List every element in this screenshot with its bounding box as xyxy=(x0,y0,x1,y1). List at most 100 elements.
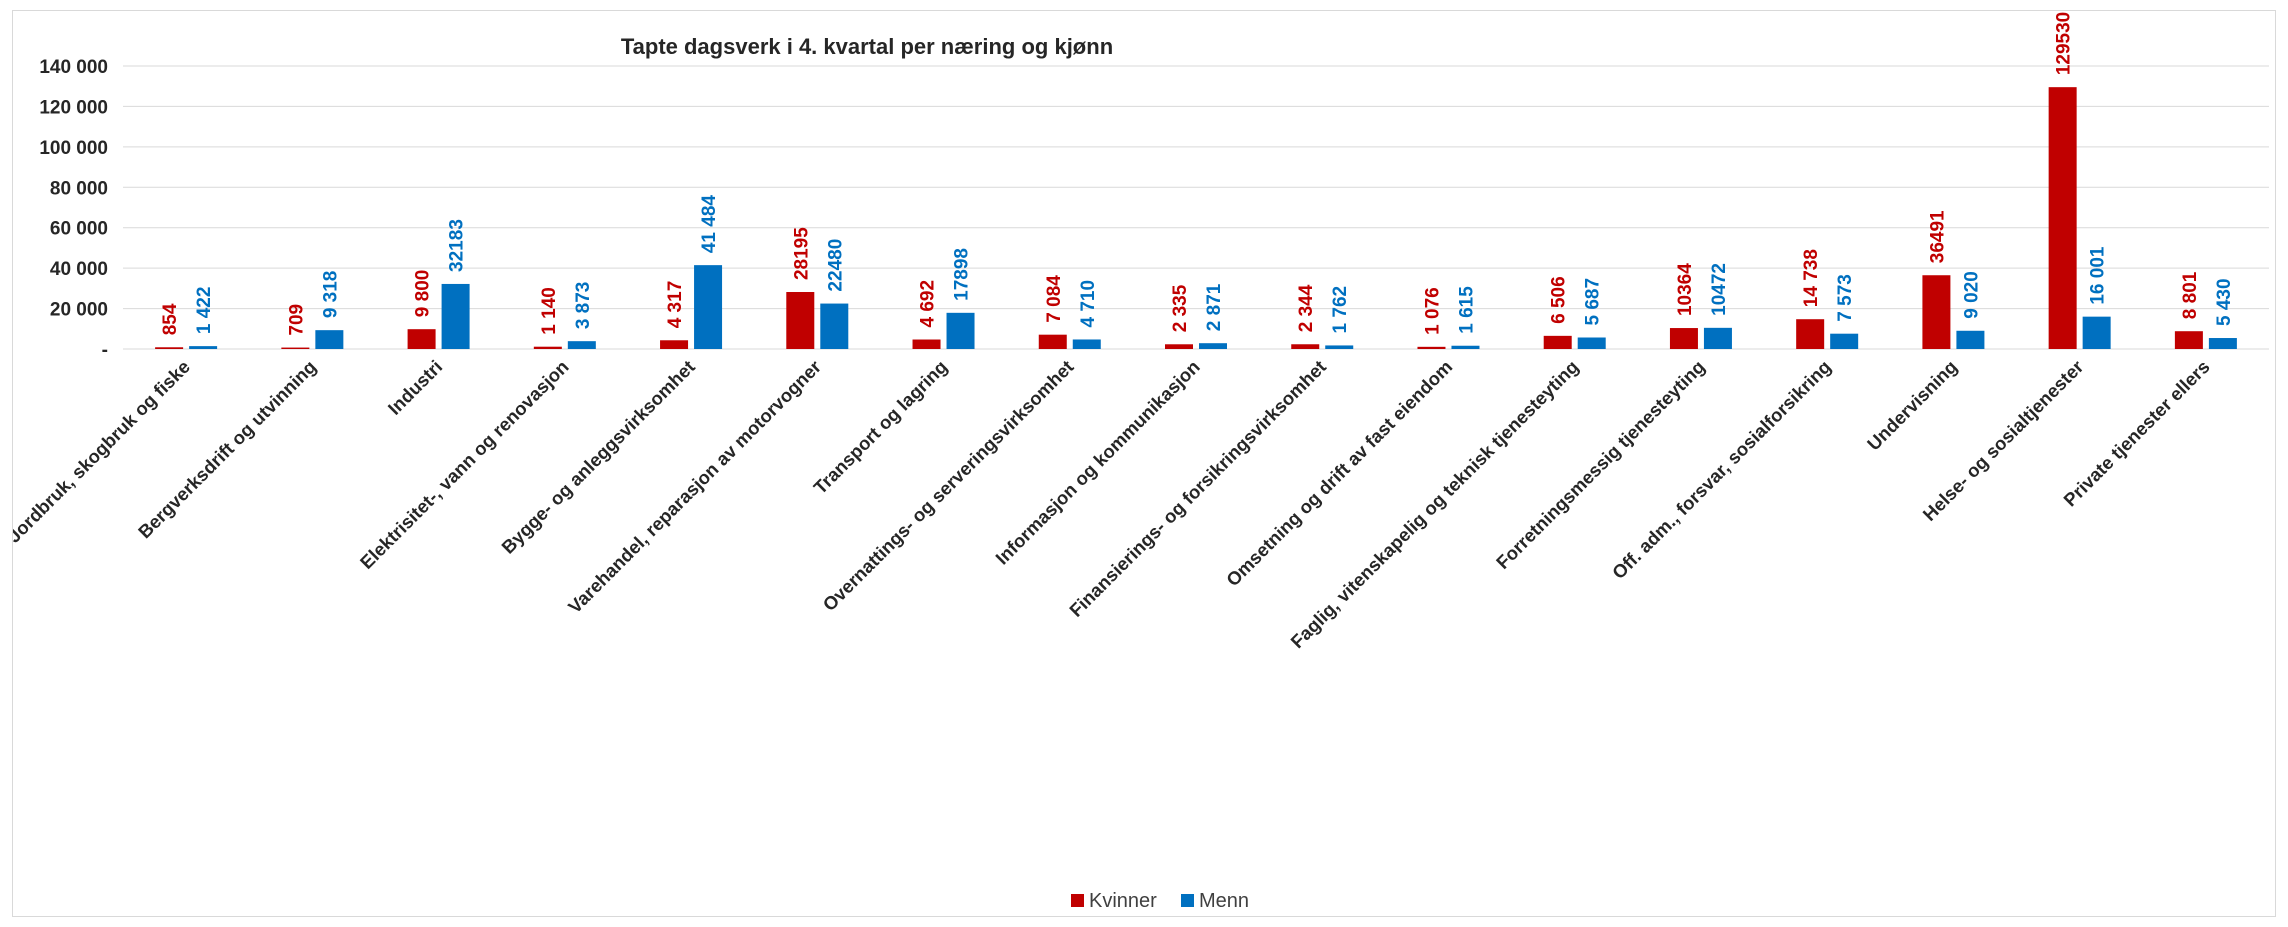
data-label-menn-undervisning: 9 020 xyxy=(1961,271,1982,319)
y-tick-label: 60 000 xyxy=(50,219,108,240)
data-label-kvinner-varehandel-reparasjon-av-motorvogner: 28195 xyxy=(791,227,812,280)
bar-menn-overnattings-og-serveringsvirksomhet xyxy=(1072,339,1101,349)
data-label-menn-informasjon-og-kommunikasjon: 2 871 xyxy=(1204,283,1225,331)
data-label-menn-industri: 32183 xyxy=(447,219,468,272)
bar-kvinner-faglig-vitenskapelig-og-teknisk-tjenesteyting xyxy=(1543,335,1572,349)
data-label-menn-helse-og-sosialtjenester: 16 001 xyxy=(2088,246,2109,305)
data-label-kvinner-transport-og-lagring: 4 692 xyxy=(918,280,939,328)
legend: Kvinner Menn xyxy=(1071,890,1249,912)
legend-swatch-kvinner xyxy=(1071,894,1084,907)
data-label-kvinner-private-tjenester-ellers: 8 801 xyxy=(2180,271,2201,319)
legend-label-kvinner: Kvinner xyxy=(1089,890,1157,912)
bar-kvinner-bygge-og-anleggsvirksomhet xyxy=(660,340,689,349)
data-label-kvinner-informasjon-og-kommunikasjon: 2 335 xyxy=(1170,284,1191,332)
data-label-menn-bergverksdrift-og-utvinning: 9 318 xyxy=(320,271,341,319)
data-label-menn-varehandel-reparasjon-av-motorvogner: 22480 xyxy=(825,239,846,292)
bar-kvinner-bergverksdrift-og-utvinning xyxy=(281,347,310,349)
x-tick-label: Faglig, vitenskapelig og teknisk tjenest… xyxy=(1286,356,1582,652)
data-label-kvinner-finansierings-og-forsikringsvirksomhet: 2 344 xyxy=(1296,284,1317,332)
bars xyxy=(155,87,2237,349)
bar-menn-varehandel-reparasjon-av-motorvogner xyxy=(820,303,849,349)
chart-svg: Tapte dagsverk i 4. kvartal per næring o… xyxy=(13,12,2269,912)
bar-menn-off-adm-forsvar-sosialforsikring xyxy=(1830,333,1859,349)
legend-swatch-menn xyxy=(1181,894,1194,907)
data-label-kvinner-jordbruk-skogbruk-og-fiske: 854 xyxy=(160,303,181,335)
grid-layer xyxy=(123,65,2269,350)
data-label-menn-bygge-og-anleggsvirksomhet: 41 484 xyxy=(699,195,720,254)
x-tick-label: Off. adm., forsvar, sosialforsikring xyxy=(1608,356,1835,583)
data-label-menn-overnattings-og-serveringsvirksomhet: 4 710 xyxy=(1078,280,1099,328)
data-label-menn-jordbruk-skogbruk-og-fiske: 1 422 xyxy=(194,287,215,335)
x-tick-label: Overnattings- og serveringsvirksomhet xyxy=(818,356,1077,615)
data-label-kvinner-helse-og-sosialtjenester: 129530 xyxy=(2054,12,2075,75)
y-tick-label: 100 000 xyxy=(39,138,108,159)
data-label-menn-private-tjenester-ellers: 5 430 xyxy=(2214,278,2235,326)
bar-menn-elektrisitet-vann-og-renovasjon xyxy=(567,341,596,349)
bar-kvinner-omsetning-og-drift-av-fast-eiendom xyxy=(1417,346,1446,349)
legend-label-menn: Menn xyxy=(1199,890,1249,912)
chart-frame: Tapte dagsverk i 4. kvartal per næring o… xyxy=(12,10,2276,917)
x-tick-label: Omsetning og drift av fast eiendom xyxy=(1222,356,1456,590)
x-tick-label: Varehandel, reparasjon av motorvogner xyxy=(564,356,825,617)
data-label-menn-elektrisitet-vann-og-renovasjon: 3 873 xyxy=(573,282,594,330)
bar-kvinner-informasjon-og-kommunikasjon xyxy=(1165,344,1193,349)
x-tick-label: Transport og lagring xyxy=(809,356,951,498)
bar-menn-bergverksdrift-og-utvinning xyxy=(315,330,344,349)
x-tick-label: Undervisning xyxy=(1863,356,1961,454)
bar-kvinner-finansierings-og-forsikringsvirksomhet xyxy=(1291,344,1320,349)
bar-menn-industri xyxy=(441,283,470,349)
bar-menn-jordbruk-skogbruk-og-fiske xyxy=(189,346,218,349)
bar-menn-bygge-og-anleggsvirksomhet xyxy=(694,265,723,349)
data-label-menn-off-adm-forsvar-sosialforsikring: 7 573 xyxy=(1835,274,1856,322)
data-label-kvinner-overnattings-og-serveringsvirksomhet: 7 084 xyxy=(1044,275,1065,323)
x-tick-label: Private tjenester ellers xyxy=(2059,356,2213,510)
data-label-kvinner-faglig-vitenskapelig-og-teknisk-tjenesteyting: 6 506 xyxy=(1549,276,1570,324)
x-axis-ticks: Jordbruk, skogbruk og fiskeBergverksdrif… xyxy=(13,356,2214,652)
bar-kvinner-varehandel-reparasjon-av-motorvogner xyxy=(786,292,815,349)
bar-menn-undervisning xyxy=(1956,330,1985,349)
x-tick-label: Informasjon og kommunikasjon xyxy=(991,356,1204,569)
bar-kvinner-off-adm-forsvar-sosialforsikring xyxy=(1796,319,1825,349)
bar-menn-faglig-vitenskapelig-og-teknisk-tjenesteyting xyxy=(1577,337,1606,349)
data-labels: 854 1 422 709 9 318 9 800 32183 1 140 3 873 4 31… xyxy=(160,12,2235,336)
bar-menn-private-tjenester-ellers xyxy=(2208,338,2237,349)
y-axis-ticks: - 20 000 40 000 60 000 80 000 100 000 120 000 1… xyxy=(39,57,108,361)
y-tick-label: 120 000 xyxy=(39,97,108,118)
bar-kvinner-industri xyxy=(407,329,436,349)
x-tick-label: Elektrisitet-, vann og renovasjon xyxy=(356,356,573,573)
bar-kvinner-helse-og-sosialtjenester xyxy=(2048,87,2077,349)
data-label-kvinner-off-adm-forsvar-sosialforsikring: 14 738 xyxy=(1801,249,1822,307)
bar-menn-omsetning-og-drift-av-fast-eiendom xyxy=(1451,345,1480,349)
bar-kvinner-elektrisitet-vann-og-renovasjon xyxy=(533,346,562,349)
x-tick-label: Finansierings- og forsikringsvirksomhet xyxy=(1065,356,1330,621)
bar-kvinner-private-tjenester-ellers xyxy=(2174,331,2203,349)
data-label-kvinner-elektrisitet-vann-og-renovasjon: 1 140 xyxy=(539,287,560,335)
bar-menn-helse-og-sosialtjenester xyxy=(2082,316,2111,349)
y-tick-label: - xyxy=(102,340,108,361)
data-label-menn-transport-og-lagring: 17898 xyxy=(952,248,973,301)
data-label-menn-faglig-vitenskapelig-og-teknisk-tjenesteyting: 5 687 xyxy=(1583,278,1604,326)
bar-kvinner-undervisning xyxy=(1922,275,1951,349)
y-tick-label: 20 000 xyxy=(50,300,108,321)
bar-kvinner-forretningsmessig-tjenesteyting xyxy=(1669,328,1698,349)
x-tick-label: Industri xyxy=(384,356,447,419)
y-tick-label: 40 000 xyxy=(50,259,108,280)
data-label-kvinner-forretningsmessig-tjenesteyting: 10364 xyxy=(1675,263,1696,316)
data-label-kvinner-industri: 9 800 xyxy=(413,270,434,318)
data-label-kvinner-omsetning-og-drift-av-fast-eiendom: 1 076 xyxy=(1422,287,1443,335)
bar-menn-transport-og-lagring xyxy=(946,312,975,349)
y-tick-label: 80 000 xyxy=(50,178,108,199)
data-label-kvinner-undervisning: 36491 xyxy=(1927,210,1948,263)
data-label-kvinner-bergverksdrift-og-utvinning: 709 xyxy=(286,304,307,336)
bar-menn-finansierings-og-forsikringsvirksomhet xyxy=(1325,345,1354,349)
data-label-menn-finansierings-og-forsikringsvirksomhet: 1 762 xyxy=(1330,286,1351,334)
bar-kvinner-jordbruk-skogbruk-og-fiske xyxy=(155,347,184,349)
y-tick-label: 140 000 xyxy=(39,57,108,78)
bar-kvinner-overnattings-og-serveringsvirksomhet xyxy=(1038,334,1067,349)
x-tick-label: Forretningsmessig tjenesteyting xyxy=(1492,356,1709,573)
data-label-menn-forretningsmessig-tjenesteyting: 10472 xyxy=(1709,263,1730,316)
bar-menn-informasjon-og-kommunikasjon xyxy=(1199,343,1227,349)
data-label-menn-omsetning-og-drift-av-fast-eiendom: 1 615 xyxy=(1456,286,1477,334)
bar-menn-forretningsmessig-tjenesteyting xyxy=(1703,327,1732,349)
bar-kvinner-transport-og-lagring xyxy=(912,339,941,349)
